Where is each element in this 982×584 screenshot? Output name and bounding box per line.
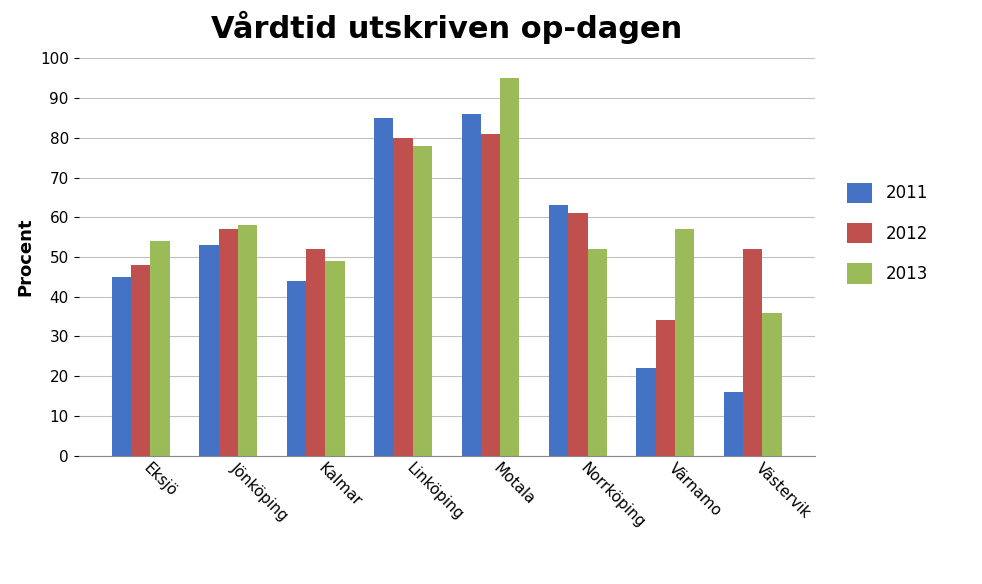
Bar bbox=[238, 225, 257, 456]
Bar bbox=[587, 249, 607, 456]
Bar bbox=[636, 368, 656, 456]
Bar bbox=[306, 249, 325, 456]
Bar bbox=[150, 241, 170, 456]
Bar bbox=[132, 265, 150, 456]
Bar bbox=[199, 245, 219, 456]
Y-axis label: Procent: Procent bbox=[17, 218, 34, 296]
Bar bbox=[412, 146, 432, 456]
Bar bbox=[112, 277, 132, 456]
Bar bbox=[549, 206, 569, 456]
Bar bbox=[481, 134, 500, 456]
Bar bbox=[287, 281, 306, 456]
Title: Vårdtid utskriven op-dagen: Vårdtid utskriven op-dagen bbox=[211, 11, 682, 44]
Bar bbox=[374, 118, 394, 456]
Bar bbox=[325, 261, 345, 456]
Bar bbox=[569, 213, 587, 456]
Legend: 2011, 2012, 2013: 2011, 2012, 2013 bbox=[831, 166, 945, 300]
Bar bbox=[656, 321, 675, 456]
Bar bbox=[762, 312, 782, 456]
Bar bbox=[500, 78, 519, 456]
Bar bbox=[394, 138, 412, 456]
Bar bbox=[675, 229, 694, 456]
Bar bbox=[219, 229, 238, 456]
Bar bbox=[724, 392, 743, 456]
Bar bbox=[743, 249, 762, 456]
Bar bbox=[462, 114, 481, 456]
